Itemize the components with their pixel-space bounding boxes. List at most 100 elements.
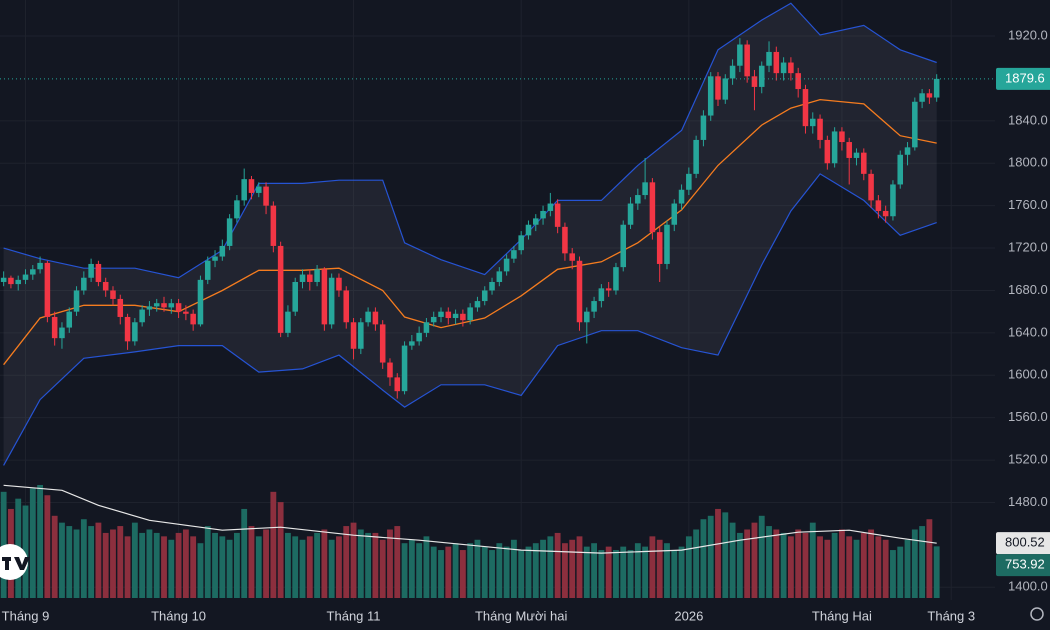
candle-body [248,179,255,193]
candle-body [0,277,7,282]
volume-bar [387,529,393,598]
candle-body [518,235,524,251]
candle-body [15,279,21,285]
volume-bar [744,529,751,598]
candle-body [576,260,583,323]
candle-body [285,311,291,333]
candle-body [153,303,160,307]
y-tick-label: 1840.0 [1008,112,1048,127]
volume-bar [911,529,918,598]
volume-bar [182,529,189,598]
candle-body [817,118,823,140]
candle-body [139,309,145,323]
candle-body [66,311,73,328]
x-tick-label: Tháng 10 [151,608,206,623]
volume-bar [350,522,357,598]
volume-bar [671,550,678,598]
candle-body [161,303,167,308]
candle-body [30,269,36,275]
candle-body [642,182,648,196]
volume-bar [809,522,816,598]
candle-body [102,281,109,291]
volume-bar [37,484,44,598]
volume-bar [124,536,131,598]
volume-bar [634,543,641,598]
candle-body [183,311,189,314]
volume-bar [569,539,576,598]
volume-bar [736,532,743,598]
y-tick-label: 1640.0 [1008,324,1048,339]
y-tick-label: 1480.0 [1008,494,1048,509]
candle-body [744,44,750,77]
candle-body [438,311,444,317]
candle-body [59,327,65,339]
volume-bar [547,536,554,598]
volume-bar [751,522,758,598]
y-tick-label: 1680.0 [1008,282,1048,297]
volume-bar [51,515,58,598]
volume-bar [787,536,794,598]
candle-body [773,51,780,74]
volume-bar [212,532,218,598]
volume-bar [321,529,328,598]
volume-bar [642,546,649,598]
volume-bar [583,546,590,598]
volume-bar [73,529,80,598]
candle-body [146,306,153,310]
candle-body [394,377,401,392]
volume-bar [328,539,335,598]
candle-body [241,179,247,201]
volume-bar [700,519,707,598]
candle-body [722,78,729,100]
candle-body [751,76,758,87]
logo-mark [5,557,9,570]
volume-bar [161,536,167,598]
volume-bar [678,546,685,598]
volume-bar [780,532,787,598]
volume-bar [685,536,692,598]
volume-bar [868,529,874,598]
y-tick-label: 1800.0 [1008,155,1048,170]
volume-bar [664,543,670,598]
band-lower [3,173,937,466]
settings-icon[interactable] [1030,607,1044,621]
candle-body [110,290,116,299]
volume-bar [758,515,765,598]
y-tick-label: 1720.0 [1008,239,1048,254]
volume-bar [926,519,933,598]
y-tick-label: 1760.0 [1008,197,1048,212]
candle-body [474,301,481,308]
candle-body [780,62,787,74]
volume-bar [605,546,612,598]
candle-body [853,152,860,158]
candle-body [671,203,678,225]
volume-bar [0,491,7,598]
volume-bar [285,532,291,598]
candle-body [350,322,357,349]
volume-bar [722,512,729,598]
candle-body [897,154,904,185]
x-tick-label: 2026 [674,608,703,623]
volume-bar [241,508,248,598]
volume-bar [168,539,175,598]
candle-body [226,218,233,246]
volume-bar [117,526,124,598]
volume-bar [401,543,408,598]
candle-body [554,203,561,227]
volume-bar [66,526,73,598]
volume-bar [190,536,197,598]
volume-bar [562,543,568,598]
candle-body [598,288,605,302]
candle-body [795,73,801,90]
volume-bar [416,543,423,598]
candle-body [409,341,415,346]
band-upper [3,2,937,279]
last-price-label: 1879.6 [1005,70,1045,85]
volume-bar [408,539,415,598]
candle-body [73,290,80,312]
candle-body [758,65,765,87]
volume-bar [204,526,211,598]
volume-bar [139,532,146,598]
y-tick-label: 1520.0 [1008,452,1048,467]
volume-bar [110,529,116,598]
